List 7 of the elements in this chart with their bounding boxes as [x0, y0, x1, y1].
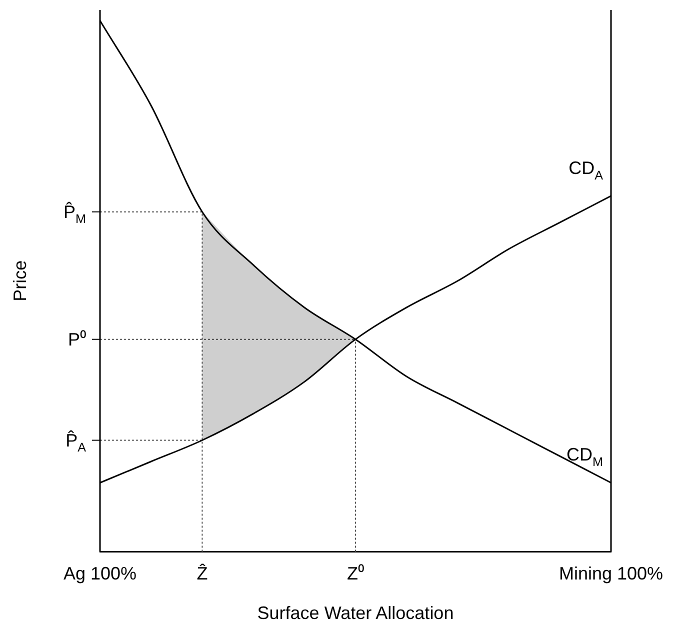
y-axis-title: Price: [10, 260, 30, 302]
x-axis-title: Surface Water Allocation: [257, 603, 454, 624]
x-tick-label: Z⁰: [347, 564, 364, 584]
x-tick-label: Mining 100%: [558, 564, 664, 584]
x-tick-label: Ag 100%: [63, 564, 137, 584]
x-tick-label: Ẑ: [196, 564, 208, 584]
ref-line-label: P⁰: [68, 329, 86, 350]
